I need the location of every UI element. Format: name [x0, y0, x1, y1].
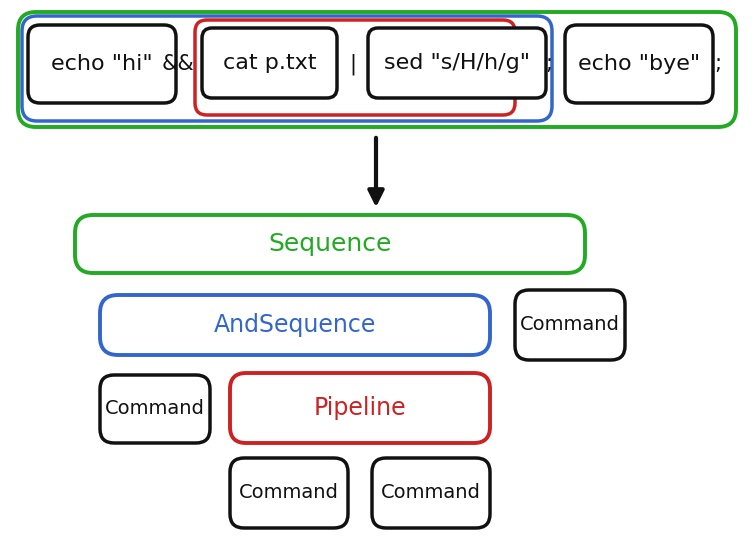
FancyBboxPatch shape: [195, 20, 515, 115]
FancyBboxPatch shape: [18, 12, 736, 127]
FancyBboxPatch shape: [230, 458, 348, 528]
Text: Command: Command: [239, 483, 339, 503]
Text: ;: ;: [715, 54, 721, 74]
Text: |: |: [349, 53, 356, 75]
FancyBboxPatch shape: [372, 458, 490, 528]
Text: Command: Command: [105, 399, 205, 419]
Text: ;: ;: [545, 54, 553, 74]
Text: Pipeline: Pipeline: [314, 396, 407, 420]
FancyBboxPatch shape: [565, 25, 713, 103]
Text: Command: Command: [520, 316, 620, 334]
FancyBboxPatch shape: [202, 28, 337, 98]
Text: sed "s/H/h/g": sed "s/H/h/g": [384, 53, 530, 73]
Text: echo "bye": echo "bye": [578, 54, 700, 74]
Text: &&: &&: [162, 54, 194, 74]
Text: cat p.txt: cat p.txt: [223, 53, 316, 73]
FancyBboxPatch shape: [22, 16, 552, 121]
FancyBboxPatch shape: [515, 290, 625, 360]
FancyBboxPatch shape: [100, 375, 210, 443]
Text: Sequence: Sequence: [268, 232, 392, 256]
Text: echo "hi": echo "hi": [51, 54, 153, 74]
FancyBboxPatch shape: [368, 28, 546, 98]
FancyBboxPatch shape: [100, 295, 490, 355]
FancyBboxPatch shape: [230, 373, 490, 443]
Text: AndSequence: AndSequence: [214, 313, 376, 337]
FancyBboxPatch shape: [75, 215, 585, 273]
Text: Command: Command: [381, 483, 481, 503]
FancyBboxPatch shape: [28, 25, 176, 103]
